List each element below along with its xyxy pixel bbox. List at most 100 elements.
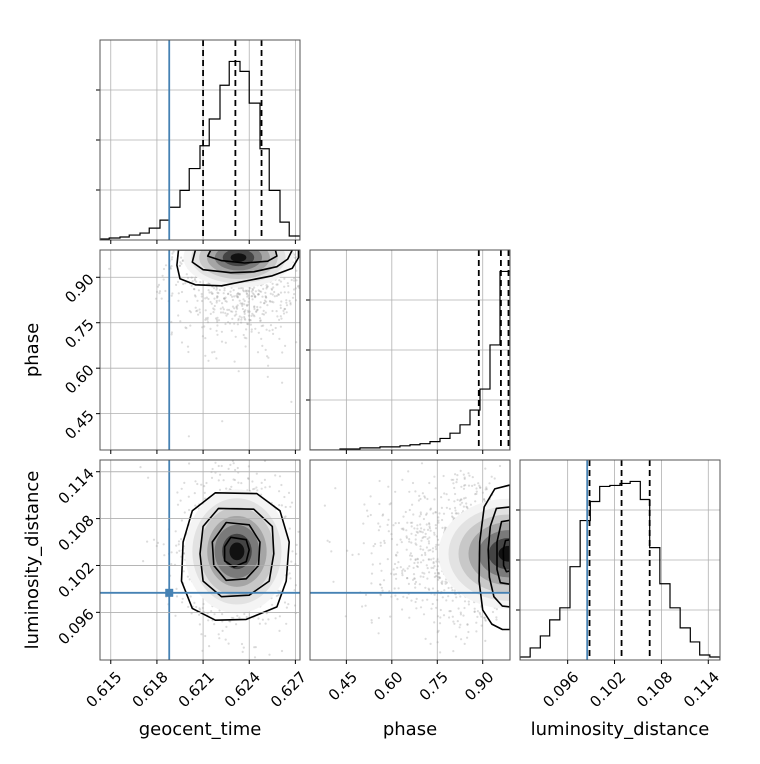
- scatter-point: [283, 291, 286, 294]
- scatter-point: [436, 575, 439, 578]
- scatter-point: [471, 476, 474, 479]
- scatter-point: [227, 292, 230, 296]
- scatter-point: [400, 541, 403, 544]
- scatter-point: [434, 527, 438, 530]
- scatter-point: [180, 290, 184, 294]
- scatter-point: [405, 548, 408, 551]
- scatter-point: [426, 537, 429, 541]
- scatter-point: [417, 499, 420, 502]
- scatter-point: [484, 618, 487, 621]
- scatter-point: [211, 292, 214, 295]
- scatter-point: [450, 478, 453, 481]
- y-tick-label: 0.114: [55, 465, 98, 508]
- scatter-point: [295, 552, 298, 556]
- scatter-point: [414, 586, 417, 589]
- scatter-point: [230, 616, 233, 619]
- scatter-point: [197, 313, 200, 316]
- scatter-point: [454, 492, 457, 496]
- scatter-point: [177, 299, 180, 302]
- scatter-point: [260, 290, 263, 293]
- scatter-point: [245, 337, 248, 340]
- scatter-point: [255, 472, 258, 475]
- scatter-point: [285, 299, 288, 302]
- scatter-point: [265, 286, 268, 289]
- scatter-point: [277, 293, 280, 296]
- scatter-point: [454, 506, 457, 509]
- scatter-point: [432, 562, 435, 565]
- scatter-point: [215, 301, 218, 304]
- scatter-point: [171, 256, 174, 259]
- scatter-point: [243, 336, 246, 339]
- scatter-point: [408, 540, 411, 543]
- scatter-point: [224, 638, 227, 641]
- scatter-point: [200, 483, 203, 486]
- scatter-point: [306, 336, 308, 338]
- scatter-point: [214, 461, 217, 464]
- scatter-point: [495, 618, 498, 621]
- scatter-point: [396, 566, 399, 569]
- scatter-point: [183, 481, 186, 484]
- density-level: [230, 253, 247, 262]
- scatter-point: [198, 613, 201, 616]
- scatter-point: [176, 503, 180, 506]
- scatter-point: [441, 596, 444, 599]
- scatter-point: [265, 284, 268, 287]
- scatter-point: [264, 295, 267, 298]
- scatter-point: [424, 553, 427, 557]
- scatter-point: [379, 525, 382, 528]
- scatter-point: [194, 295, 197, 298]
- scatter-point: [250, 330, 253, 333]
- scatter-point: [194, 480, 197, 483]
- scatter-point: [381, 514, 384, 517]
- scatter-point: [364, 604, 367, 607]
- scatter-point: [256, 489, 259, 492]
- contour-line: [176, 250, 300, 287]
- scatter-point: [237, 292, 240, 295]
- scatter-point: [253, 296, 257, 299]
- scatter-point: [438, 576, 441, 579]
- scatter-point: [413, 527, 416, 530]
- scatter-point: [249, 323, 252, 326]
- scatter-point: [290, 400, 293, 403]
- scatter-point: [399, 538, 402, 541]
- scatter-point: [420, 462, 424, 465]
- scatter-point: [236, 307, 239, 310]
- scatter-point: [377, 616, 380, 620]
- scatter-point: [406, 577, 409, 580]
- scatter-point: [253, 315, 256, 318]
- scatter-point: [213, 613, 216, 616]
- scatter-point: [455, 478, 459, 481]
- scatter-point: [174, 614, 177, 617]
- scatter-point: [214, 247, 216, 249]
- scatter-point: [456, 474, 459, 477]
- scatter-point: [418, 494, 421, 497]
- scatter-point: [460, 638, 463, 641]
- y-tick-label: 0.90: [61, 270, 97, 306]
- scatter-point: [439, 616, 442, 619]
- scatter-point: [189, 311, 192, 314]
- scatter-point: [459, 595, 462, 598]
- scatter-point: [233, 314, 236, 317]
- scatter-point: [225, 314, 228, 317]
- scatter-point: [251, 480, 254, 483]
- scatter-point: [236, 296, 240, 299]
- scatter-point: [261, 247, 263, 249]
- scatter-point: [237, 370, 240, 373]
- scatter-point: [437, 571, 440, 575]
- scatter-point: [432, 512, 435, 515]
- scatter-point: [147, 476, 150, 479]
- scatter-point: [434, 511, 437, 514]
- scatter-point: [216, 295, 219, 298]
- scatter-point: [176, 248, 178, 250]
- scatter-point: [473, 607, 476, 610]
- scatter-point: [146, 540, 149, 543]
- scatter-point: [256, 305, 259, 309]
- scatter-point: [216, 295, 219, 298]
- scatter-point: [466, 636, 469, 639]
- scatter-point: [395, 554, 398, 557]
- scatter-point: [443, 492, 446, 495]
- scatter-point: [253, 307, 256, 311]
- scatter-point: [184, 326, 187, 329]
- scatter-point: [473, 483, 476, 486]
